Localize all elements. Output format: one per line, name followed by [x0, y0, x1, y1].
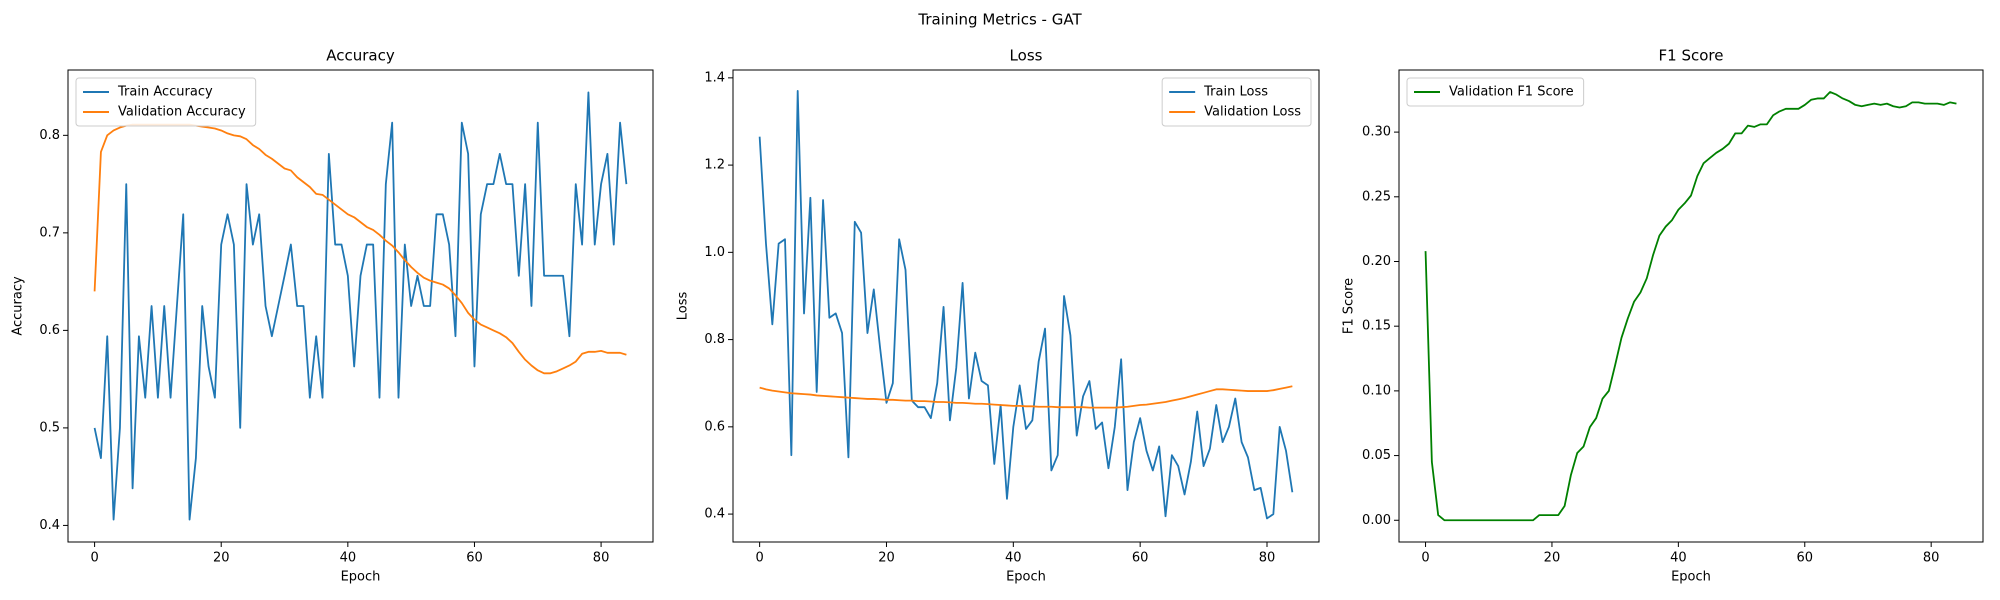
- legend-box: [75, 77, 257, 127]
- x-tick-label: 20: [878, 551, 895, 566]
- y-tick-label: 0.6: [39, 323, 60, 338]
- y-axis-label: Loss: [676, 292, 691, 321]
- x-tick-label: 60: [466, 551, 483, 566]
- figure-title: Training Metrics - GAT: [917, 11, 1082, 29]
- y-tick-label: 0.10: [1362, 383, 1391, 398]
- series-line: [1424, 91, 1957, 522]
- y-tick-label: 0.7: [39, 225, 60, 240]
- y-axis-label: Accuracy: [11, 276, 26, 336]
- y-tick-label: 0.4: [39, 518, 60, 533]
- legend-label: Train Loss: [1203, 85, 1268, 100]
- subplot-title: F1 Score: [1659, 47, 1724, 65]
- legend: Train Loss Validation Loss: [1161, 77, 1312, 127]
- x-tick-label: 20: [1544, 551, 1561, 566]
- y-tick-label: 0.20: [1362, 254, 1391, 269]
- x-axis-label: Epoch: [1671, 570, 1711, 585]
- x-tick-label: 80: [1259, 551, 1276, 566]
- subplot-title: Accuracy: [326, 47, 395, 65]
- x-axis-label: Epoch: [1006, 570, 1046, 585]
- x-tick-label: 60: [1132, 551, 1149, 566]
- y-tick-label: 0.8: [704, 332, 725, 347]
- series-line: [758, 90, 1294, 520]
- plot-frame: [1398, 69, 1984, 543]
- series-line: [759, 385, 1293, 409]
- y-axis-label: F1 Score: [1342, 278, 1357, 334]
- series-line: [93, 91, 628, 521]
- x-axis-label: Epoch: [341, 570, 381, 585]
- x-tick-label: 80: [593, 551, 610, 566]
- x-tick-label: 40: [340, 551, 357, 566]
- y-tick-label: 0.8: [39, 128, 60, 143]
- y-tick-label: 1.4: [704, 70, 725, 85]
- plot-frame: [732, 69, 1320, 543]
- legend-box: [1406, 77, 1585, 107]
- legend-label: Validation Loss: [1204, 105, 1301, 120]
- legend-box: [1161, 77, 1312, 127]
- x-tick-label: 40: [1670, 551, 1687, 566]
- y-tick-label: 1.2: [704, 158, 725, 173]
- y-tick-label: 1.0: [704, 245, 725, 260]
- y-tick-label: 0.4: [704, 507, 725, 522]
- x-tick-label: 0: [90, 551, 98, 566]
- y-tick-label: 0.15: [1362, 319, 1391, 334]
- x-tick-label: 80: [1923, 551, 1940, 566]
- subplot-title: Loss: [1010, 47, 1043, 65]
- y-tick-label: 0.6: [704, 419, 725, 434]
- x-tick-label: 20: [213, 551, 230, 566]
- legend-label: Validation Accuracy: [118, 105, 246, 120]
- x-tick-label: 40: [1005, 551, 1022, 566]
- plot-frame: [67, 69, 654, 543]
- x-tick-label: 0: [755, 551, 763, 566]
- legend: Train Accuracy Validation Accuracy: [75, 77, 257, 127]
- y-tick-label: 0.30: [1362, 125, 1391, 140]
- x-tick-label: 0: [1421, 551, 1429, 566]
- legend: Validation F1 Score: [1406, 77, 1585, 107]
- legend-label: Train Accuracy: [117, 85, 213, 100]
- legend-label: Validation F1 Score: [1449, 85, 1574, 100]
- x-tick-label: 60: [1796, 551, 1813, 566]
- y-tick-label: 0.25: [1362, 189, 1391, 204]
- y-tick-label: 0.00: [1362, 513, 1391, 528]
- y-tick-label: 0.5: [39, 420, 60, 435]
- y-tick-label: 0.05: [1362, 448, 1391, 463]
